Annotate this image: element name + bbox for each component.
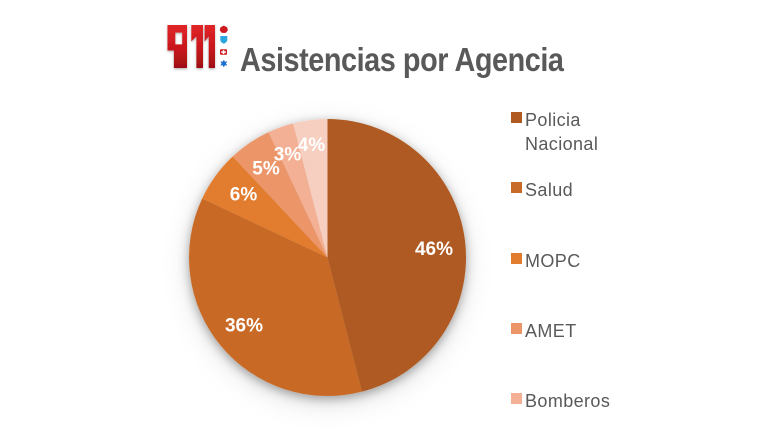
svg-text:46%: 46%: [415, 239, 453, 260]
svg-text:4%: 4%: [298, 135, 326, 156]
svg-text:36%: 36%: [225, 316, 263, 337]
svg-text:6%: 6%: [230, 185, 258, 206]
svg-text:5%: 5%: [252, 159, 280, 180]
svg-text:3%: 3%: [274, 145, 302, 166]
